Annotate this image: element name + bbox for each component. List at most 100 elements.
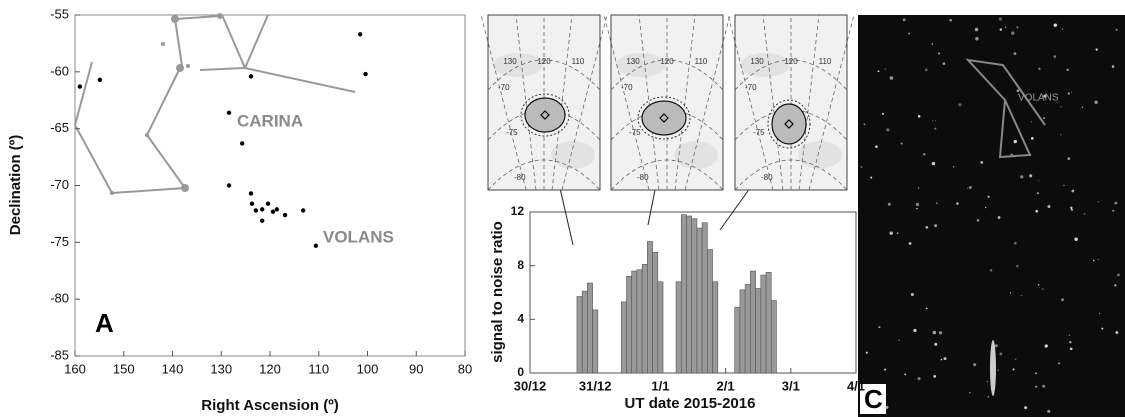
star <box>1013 241 1017 245</box>
bar <box>750 270 756 374</box>
star <box>917 377 921 381</box>
star <box>1101 327 1104 330</box>
bar <box>707 249 713 374</box>
star <box>1114 201 1118 205</box>
star <box>865 351 868 354</box>
star <box>975 37 979 41</box>
star <box>1036 192 1039 195</box>
star <box>925 225 929 229</box>
x-tick-label: 130 <box>210 361 232 376</box>
x-tick-label: 90 <box>409 361 423 376</box>
star <box>987 195 990 198</box>
bar <box>739 289 746 374</box>
point <box>274 207 280 212</box>
star <box>1030 121 1033 123</box>
star <box>970 186 972 188</box>
star <box>1016 89 1020 93</box>
star <box>932 120 934 122</box>
star <box>896 232 899 235</box>
star <box>952 165 955 168</box>
bar <box>641 264 648 374</box>
bar <box>755 288 762 374</box>
bar <box>587 282 593 374</box>
star <box>942 62 946 65</box>
streak <box>990 340 996 396</box>
x-tick-label: 100 <box>357 361 379 376</box>
bar <box>631 270 638 374</box>
star <box>933 374 937 378</box>
star <box>1112 209 1115 212</box>
star <box>943 357 947 361</box>
source-region <box>637 96 691 140</box>
star <box>886 128 890 132</box>
star <box>997 369 999 371</box>
star <box>1012 368 1015 371</box>
star <box>885 405 889 409</box>
source-region <box>524 97 566 133</box>
y-tick-label: -70 <box>50 177 69 192</box>
star <box>1035 372 1037 375</box>
y-tick-label: 4 <box>517 312 524 326</box>
star <box>870 176 873 179</box>
annotation: VOLANS <box>323 227 394 246</box>
dec-label: -75 <box>629 128 641 137</box>
star <box>863 123 866 126</box>
y-tick-label: -80 <box>50 291 69 306</box>
ra-line <box>603 14 650 191</box>
star <box>1058 362 1061 365</box>
star <box>984 206 987 209</box>
star <box>889 231 893 235</box>
star <box>1069 347 1073 351</box>
star <box>1024 406 1028 410</box>
ra-line <box>808 14 855 191</box>
y-axis-title: Declination (º) <box>7 135 24 235</box>
x-tick-label: 140 <box>162 361 184 376</box>
star <box>860 165 863 168</box>
star <box>902 18 906 22</box>
point <box>357 32 363 37</box>
bar <box>696 227 703 374</box>
bar <box>675 281 682 374</box>
star <box>1035 385 1038 388</box>
star <box>967 187 969 189</box>
bar <box>765 272 772 374</box>
constellation-lines <box>74 13 356 195</box>
star <box>994 344 998 348</box>
x-tick-label: 2/1 <box>717 378 735 393</box>
point <box>249 201 255 206</box>
source-region <box>771 103 807 145</box>
ra-line <box>798 14 820 191</box>
star <box>1014 358 1017 361</box>
point <box>260 207 265 212</box>
star <box>1044 344 1048 348</box>
star <box>1068 334 1071 336</box>
star <box>999 28 1003 31</box>
bar <box>576 296 583 374</box>
map-cloud <box>551 141 595 169</box>
star <box>936 202 938 204</box>
star <box>1067 157 1071 160</box>
bar <box>686 215 692 374</box>
x-tick-label: 110 <box>308 361 329 376</box>
star <box>1020 294 1022 296</box>
bar <box>770 300 777 374</box>
x-tick-label: 31/12 <box>579 378 612 393</box>
map-cloud <box>674 141 718 169</box>
star <box>974 27 979 32</box>
star <box>1081 106 1084 108</box>
star <box>924 68 928 72</box>
star <box>904 373 906 376</box>
sky-map: 130 120 110 -70 -75 -80 <box>480 14 608 191</box>
bar <box>592 309 599 374</box>
dec-label: -75 <box>506 128 518 137</box>
dec-label: -75 <box>753 128 765 137</box>
constellation-lines <box>965 58 1046 159</box>
star <box>989 269 993 272</box>
dec-label: -80 <box>637 173 649 182</box>
star <box>925 307 928 310</box>
source-marker <box>784 119 794 129</box>
bar <box>701 222 708 374</box>
bar <box>626 276 633 374</box>
bar <box>620 301 627 374</box>
ra-line <box>561 14 608 191</box>
